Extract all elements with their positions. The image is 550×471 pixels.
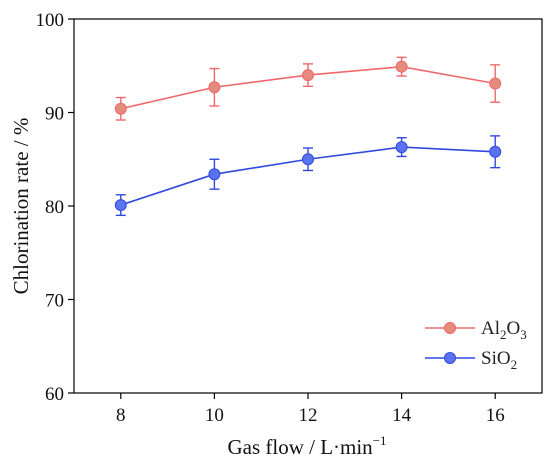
legend: Al2O3 SiO2 xyxy=(425,318,527,372)
x-tick-label: 12 xyxy=(299,405,318,426)
series-SiO2 xyxy=(114,135,502,217)
data-point xyxy=(302,153,314,166)
legend-marker xyxy=(444,322,456,334)
x-axis-ticks: 8 10 12 14 16 xyxy=(116,393,505,426)
x-tick-label: 10 xyxy=(205,405,224,426)
legend-marker xyxy=(444,352,456,364)
data-point xyxy=(208,81,221,94)
y-tick-label: 80 xyxy=(45,197,64,218)
x-tick-label: 16 xyxy=(486,405,505,426)
x-tick-label: 8 xyxy=(116,405,126,426)
data-point xyxy=(208,168,221,181)
y-tick-label: 70 xyxy=(45,291,64,312)
y-axis-title: Chlorination rate / % xyxy=(9,118,33,295)
data-point xyxy=(489,77,502,90)
data-point xyxy=(114,102,127,115)
y-tick-label: 60 xyxy=(45,384,64,405)
legend-label: SiO2 xyxy=(481,348,517,372)
y-tick-label: 90 xyxy=(45,104,64,125)
data-point xyxy=(114,199,127,212)
data-point xyxy=(395,141,408,154)
x-axis-title-sup: −1 xyxy=(373,433,387,448)
x-axis-title-main: Gas flow / L·min xyxy=(227,435,373,459)
data-point xyxy=(395,60,408,73)
y-axis-ticks: 60 70 80 90 100 xyxy=(36,10,74,405)
x-axis-title: Gas flow / L·min−1 xyxy=(227,433,386,459)
series-layer xyxy=(114,56,502,217)
data-point xyxy=(302,69,314,82)
x-tick-label: 14 xyxy=(392,405,412,426)
y-tick-label: 100 xyxy=(36,10,65,31)
data-point xyxy=(489,145,502,158)
legend-label: Al2O3 xyxy=(481,318,527,342)
series-Al2O3 xyxy=(114,56,502,121)
